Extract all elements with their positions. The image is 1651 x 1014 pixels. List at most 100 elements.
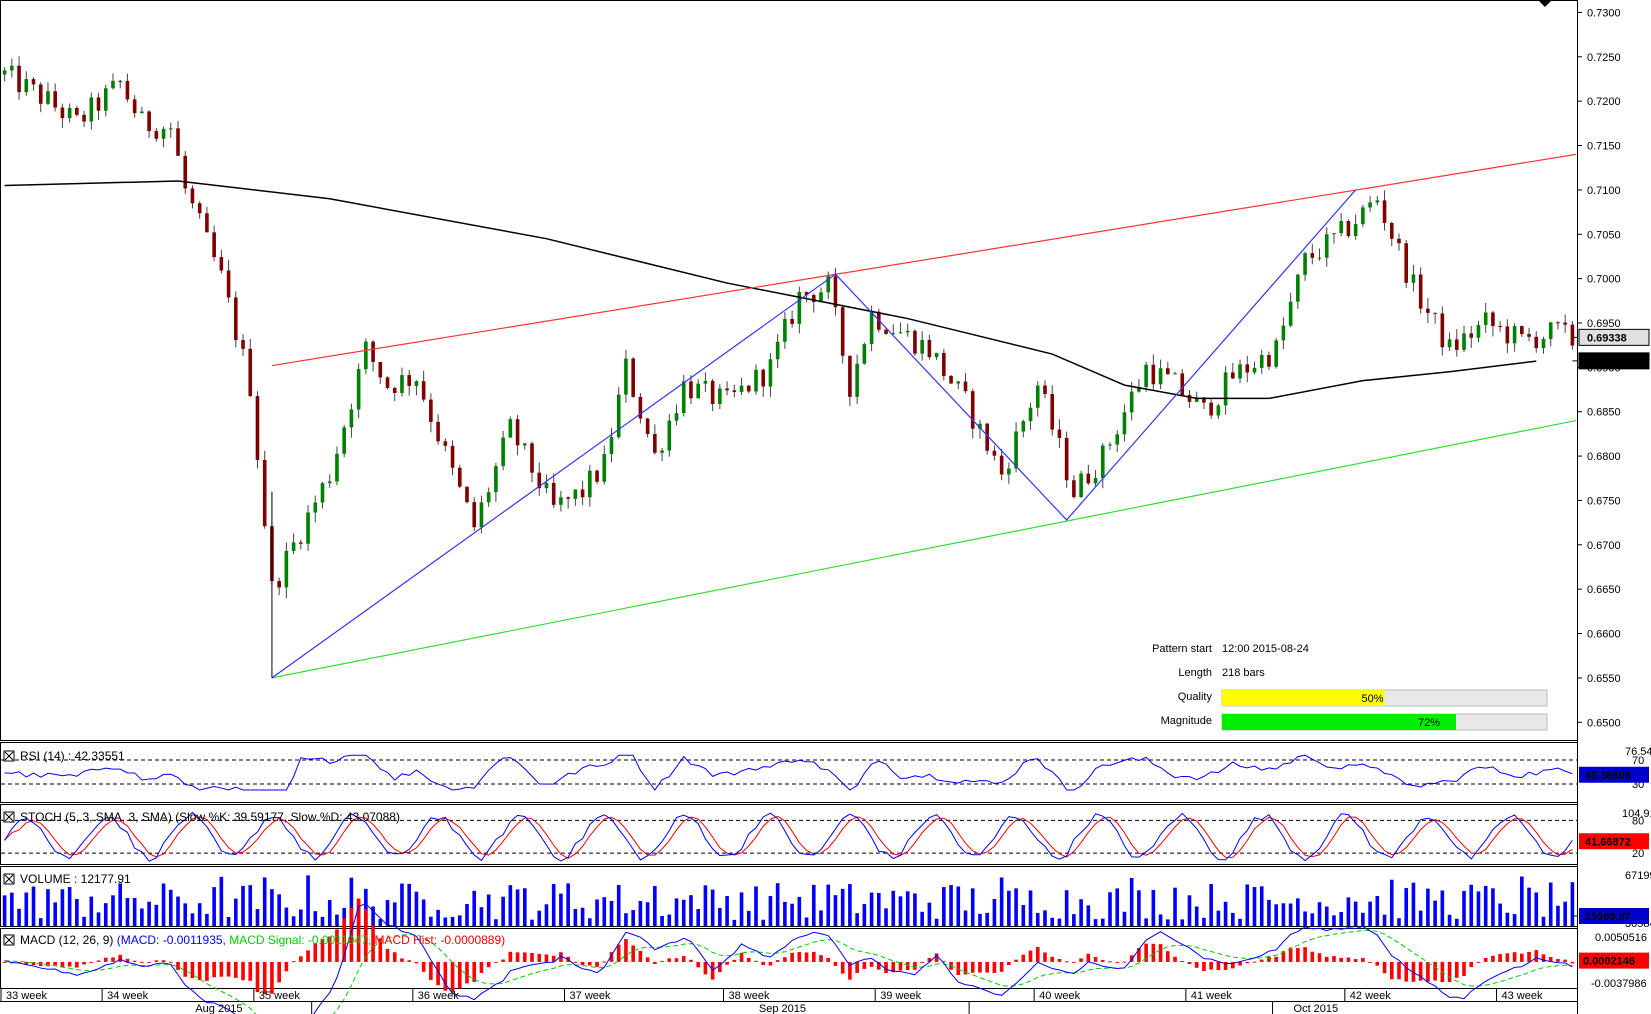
volume-bar xyxy=(537,910,542,926)
candle-body xyxy=(1527,334,1531,337)
macd-signal-value: MACD Signal: -0.0011047, xyxy=(229,933,371,947)
volume-bar xyxy=(1310,913,1315,926)
macd-hist-bar xyxy=(1267,956,1271,962)
volume-bar xyxy=(161,883,166,926)
candle-body xyxy=(118,80,123,82)
volume-bar xyxy=(674,898,679,926)
macd-title: MACD (12, 26, 9) (MACD: -0.0011935, MACD… xyxy=(3,933,505,947)
volume-bar xyxy=(588,918,592,926)
macd-hist-bar xyxy=(291,961,296,963)
macd-hist-bar xyxy=(436,961,440,986)
candle-body xyxy=(96,97,101,111)
candle-body xyxy=(248,348,253,397)
candle-body xyxy=(956,381,961,384)
magnitude-label: Magnitude xyxy=(1161,715,1212,727)
volume-bar xyxy=(732,919,737,926)
macd-hist-bar xyxy=(472,961,477,982)
volume-bar xyxy=(125,898,130,926)
volume-bar xyxy=(75,898,79,926)
candle-body xyxy=(1483,312,1488,325)
macd-hist-bar xyxy=(161,960,166,962)
macd-hist-bar xyxy=(956,961,961,975)
volume-bar xyxy=(327,899,332,926)
candle-body xyxy=(1548,322,1553,340)
macd-hist-bar xyxy=(522,952,527,962)
candle-body xyxy=(725,388,729,391)
volume-bar xyxy=(1476,891,1481,926)
candle-body xyxy=(327,481,332,484)
candle-body xyxy=(1281,325,1286,341)
candle-body xyxy=(739,385,744,392)
macd-hist-bar xyxy=(970,961,975,973)
stoch-level-20: 20 xyxy=(1632,848,1644,860)
candle-body xyxy=(992,450,997,456)
macd-hist-bar xyxy=(1454,961,1459,978)
candle-body xyxy=(486,492,491,503)
volume-bar xyxy=(414,891,419,926)
macd-hist-bar xyxy=(942,961,946,963)
candle-body xyxy=(775,341,780,360)
macd-hist-bar xyxy=(703,961,708,975)
macd-hist-bar xyxy=(530,952,534,962)
volume-bar xyxy=(118,883,123,926)
macd-hist-bar xyxy=(1100,959,1105,962)
quality-percent: 50% xyxy=(1361,693,1383,705)
candle-body xyxy=(1064,437,1069,481)
volume-bar xyxy=(1209,884,1213,926)
candle-body xyxy=(1209,402,1213,416)
volume-bar xyxy=(465,904,469,926)
macd-hist-bar xyxy=(811,951,816,962)
week-label: 41 week xyxy=(1191,990,1232,1002)
macd-hist-bar xyxy=(306,950,310,962)
candle-body xyxy=(1021,421,1026,432)
candle-body xyxy=(884,329,888,334)
pane-frame xyxy=(0,742,1578,803)
candle-body xyxy=(949,375,953,384)
macd-hist-bar xyxy=(840,961,845,974)
stoch-axis-top: 104.91 xyxy=(1622,808,1651,820)
week-label: 33 week xyxy=(6,990,47,1002)
volume-bar xyxy=(1426,888,1430,926)
macd-hist-bar xyxy=(783,957,787,962)
candle-body xyxy=(1498,325,1502,327)
macd-hist-bar xyxy=(934,953,939,962)
macd-hist-bar xyxy=(927,957,932,962)
macd-hist-bar xyxy=(1339,957,1344,962)
candle-body xyxy=(103,88,108,111)
volume-bar xyxy=(1491,888,1495,926)
macd-hist-bar xyxy=(1288,947,1293,962)
volume-bar xyxy=(1520,876,1524,926)
price-badge-label: 0.69073 xyxy=(1587,356,1627,368)
volume-bar xyxy=(653,886,657,926)
volume-bar xyxy=(1007,890,1011,926)
volume-bar xyxy=(1541,916,1546,926)
candle-body xyxy=(1570,324,1575,346)
volume-bar xyxy=(1440,890,1445,926)
macd-hist-bar xyxy=(349,907,354,962)
volume-bar xyxy=(306,875,310,926)
candle-body xyxy=(443,441,448,446)
volume-bar xyxy=(1404,888,1409,926)
candle-body xyxy=(1491,312,1495,326)
candle-body xyxy=(681,381,686,414)
volume-bar xyxy=(1035,912,1040,926)
volume-bar xyxy=(89,896,94,926)
macd-hist-bar xyxy=(31,961,36,966)
macd-hist-bar xyxy=(1570,961,1575,964)
macd-hist-bar xyxy=(869,961,874,967)
price-tick-label: 0.6550 xyxy=(1587,673,1621,685)
candle-body xyxy=(168,128,173,130)
volume-bar xyxy=(10,892,14,926)
price-tick-label: 0.6850 xyxy=(1587,407,1621,419)
candle-body xyxy=(17,65,21,93)
macd-hist-bar xyxy=(103,957,108,962)
macd-hist-bar xyxy=(205,961,209,981)
candle-body xyxy=(1310,253,1315,258)
candle-body xyxy=(436,421,440,442)
volume-bar xyxy=(609,901,614,926)
macd-hist-bar xyxy=(1129,955,1134,962)
volume-bar xyxy=(320,916,325,926)
volume-bar xyxy=(82,916,86,926)
volume-bar xyxy=(378,918,383,926)
volume-bar xyxy=(1115,888,1120,926)
